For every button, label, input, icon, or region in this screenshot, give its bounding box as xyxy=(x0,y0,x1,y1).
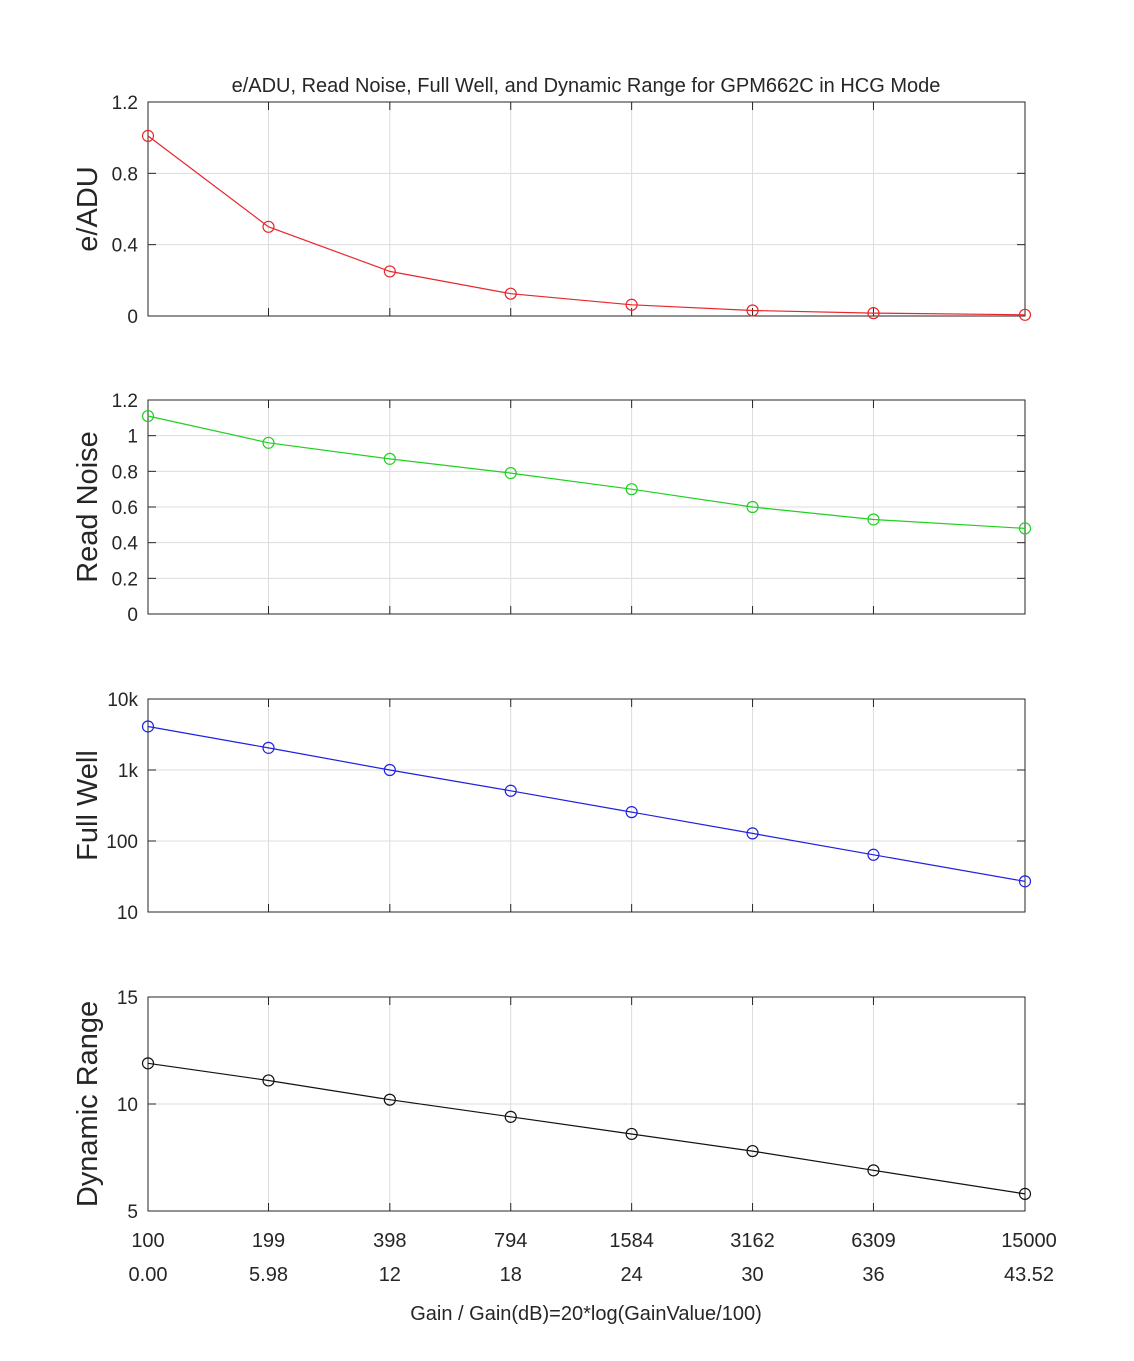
x-axis-label: Gain / Gain(dB)=20*log(GainValue/100) xyxy=(410,1303,762,1325)
data-point xyxy=(746,304,759,317)
data-point xyxy=(1018,522,1032,535)
data-point xyxy=(504,784,517,797)
data-point xyxy=(867,513,880,526)
x-tick-label-gain: 794 xyxy=(494,1230,527,1252)
data-point xyxy=(1018,875,1032,888)
y-tick-label: 0 xyxy=(127,307,138,328)
x-tick-label-gain: 100 xyxy=(131,1230,164,1252)
x-tick-label-gain: 1584 xyxy=(609,1230,654,1252)
y-tick-label: 0.8 xyxy=(112,164,138,185)
data-point xyxy=(262,1074,275,1087)
plot-frame xyxy=(147,996,1026,1212)
data-point xyxy=(1018,1187,1032,1200)
data-point xyxy=(1018,308,1032,321)
y-tick-label: 1.2 xyxy=(112,391,138,412)
y-axis-label: Full Well xyxy=(72,750,104,861)
data-point xyxy=(141,1057,155,1070)
plot-frame xyxy=(147,101,1026,317)
y-tick-label: 10 xyxy=(117,1095,138,1116)
data-point xyxy=(504,1110,517,1123)
plot-area xyxy=(148,102,1025,316)
y-axis-label: Read Noise xyxy=(72,431,104,583)
series-line xyxy=(147,135,1026,316)
panels: 0 0.4 0.8 1.2 e/ADU 0 0.2 0.4 0.6 0.8 1 1.2 Read Noi… xyxy=(72,93,1032,1223)
data-point xyxy=(746,827,759,840)
y-tick-label: 0 xyxy=(127,605,138,626)
x-tick-label-gain: 199 xyxy=(252,1230,285,1252)
data-point xyxy=(383,265,396,278)
plot-frame xyxy=(147,698,1026,913)
y-tick-label: 0.8 xyxy=(112,462,138,483)
data-point xyxy=(625,298,638,311)
y-tick-label: 10k xyxy=(107,690,138,711)
panel-3: 10 100 1k 10k Full Well xyxy=(72,690,1032,924)
data-point xyxy=(383,1093,396,1106)
x-tick-label-db: 30 xyxy=(741,1264,763,1286)
series-line xyxy=(147,415,1026,529)
x-tick-label-db: 24 xyxy=(621,1264,643,1286)
y-tick-label: 100 xyxy=(106,832,138,853)
data-point xyxy=(625,1127,638,1141)
y-tick-label: 1 xyxy=(127,427,138,448)
plot-frame xyxy=(147,399,1026,615)
data-point xyxy=(141,720,155,733)
x-tick-label-db: 12 xyxy=(379,1264,401,1286)
data-point xyxy=(383,763,396,777)
data-point xyxy=(383,452,396,465)
y-axis-label: Dynamic Range xyxy=(72,1001,104,1207)
data-point xyxy=(504,467,517,480)
data-point xyxy=(141,129,155,142)
y-tick-label: 0.4 xyxy=(112,236,139,257)
data-point xyxy=(867,1164,880,1177)
data-point xyxy=(746,500,759,514)
data-point xyxy=(262,436,275,449)
x-tick-label-db: 36 xyxy=(862,1264,884,1286)
series-line xyxy=(147,1062,1026,1195)
x-tick-labels: 100 199 398 794 1584 3162 6309 15000 0.00 5.98 12 1… xyxy=(129,1230,1057,1286)
x-tick-label-gain: 6309 xyxy=(851,1230,896,1252)
chart-title: e/ADU, Read Noise, Full Well, and Dynami… xyxy=(232,75,941,97)
plot-area xyxy=(148,699,1025,912)
y-tick-label: 1.2 xyxy=(112,93,138,114)
panel-1: 0 0.4 0.8 1.2 e/ADU xyxy=(72,93,1032,328)
panel-4: 5 10 15 Dynamic Range xyxy=(72,988,1032,1223)
series-line xyxy=(147,725,1026,882)
y-tick-label: 0.6 xyxy=(112,498,138,519)
y-tick-label: 1k xyxy=(118,761,139,782)
x-tick-label-db: 5.98 xyxy=(249,1264,288,1286)
y-axis-label: e/ADU xyxy=(72,166,104,251)
data-point xyxy=(867,307,880,320)
data-point xyxy=(504,287,517,300)
data-point xyxy=(867,848,880,861)
data-point xyxy=(625,483,638,496)
panel-2: 0 0.2 0.4 0.6 0.8 1 1.2 Read Noise xyxy=(72,391,1032,626)
x-tick-label-db: 43.52 xyxy=(1004,1264,1054,1286)
y-tick-label: 0.2 xyxy=(112,569,138,590)
data-point xyxy=(625,806,638,819)
x-tick-label-gain: 3162 xyxy=(730,1230,775,1252)
x-tick-label-gain: 15000 xyxy=(1001,1230,1057,1252)
x-tick-label-gain: 398 xyxy=(373,1230,406,1252)
y-tick-label: 0.4 xyxy=(112,534,139,555)
data-point xyxy=(262,741,275,754)
y-tick-label: 10 xyxy=(117,903,138,924)
x-tick-label-db: 18 xyxy=(500,1264,522,1286)
data-point xyxy=(141,409,155,423)
data-point xyxy=(262,220,275,233)
y-tick-label: 15 xyxy=(117,988,138,1009)
x-tick-label-db: 0.00 xyxy=(129,1264,168,1286)
data-point xyxy=(746,1144,759,1158)
y-tick-label: 5 xyxy=(127,1202,138,1223)
